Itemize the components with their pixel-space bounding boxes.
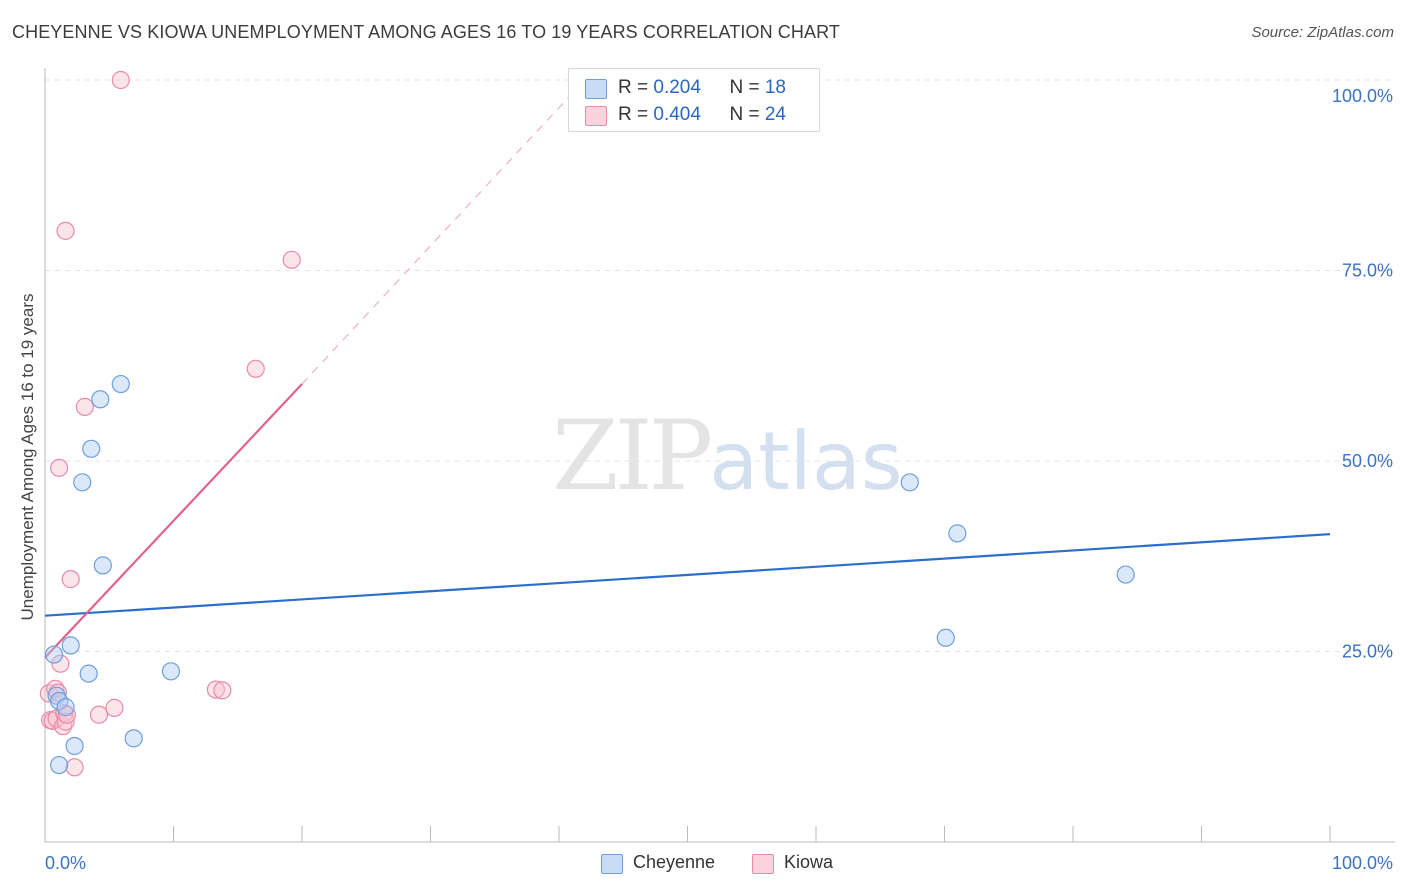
kiowa-point	[57, 705, 76, 724]
stats-legend: R = 0.204 N = 18 R = 0.404 N = 24	[568, 68, 820, 132]
kiowa-trend-line	[44, 383, 303, 659]
cheyenne-point	[65, 736, 84, 756]
y-tick-label: 75.0%	[1342, 261, 1393, 281]
cheyenne-point	[50, 755, 69, 775]
kiowa-point	[246, 359, 265, 378]
kiowa-legend-swatch	[752, 854, 774, 874]
legend-r-label: R =	[618, 77, 654, 98]
legend-n-value: 24	[764, 104, 786, 125]
kiowa-point	[56, 221, 75, 240]
legend-r-label: R =	[618, 104, 654, 125]
cheyenne-point	[56, 698, 75, 717]
kiowa-legend-label: Kiowa	[784, 852, 834, 872]
cheyenne-point	[91, 390, 110, 409]
kiowa-point	[65, 758, 84, 777]
source-label: Source: ZipAtlas.com	[1251, 24, 1394, 41]
kiowa-trend-extension	[301, 79, 586, 385]
cheyenne-legend-swatch	[601, 854, 623, 874]
kiowa-point	[111, 70, 130, 90]
kiowa-point	[213, 681, 232, 700]
cheyenne-point	[61, 636, 80, 655]
cheyenne-point	[82, 439, 101, 458]
cheyenne-point	[111, 374, 130, 394]
cheyenne-point	[79, 664, 98, 683]
cheyenne-legend-label: Cheyenne	[633, 852, 716, 872]
y-tick-label: 50.0%	[1342, 451, 1393, 471]
y-tick-label: 25.0%	[1342, 642, 1393, 662]
legend-r-value: 0.404	[653, 104, 701, 125]
kiowa-swatch	[585, 106, 607, 126]
y-tick-label: 100.0%	[1332, 86, 1393, 106]
cheyenne-point	[1116, 565, 1135, 584]
kiowa-point	[75, 397, 94, 416]
cheyenne-point	[44, 645, 64, 664]
cheyenne-point	[73, 473, 92, 492]
kiowa-point	[61, 570, 80, 589]
cheyenne-point	[161, 662, 181, 681]
chart-title: CHEYENNE VS KIOWA UNEMPLOYMENT AMONG AGE…	[12, 22, 840, 42]
cheyenne-trend-line	[44, 533, 1331, 617]
y-axis-label: Unemployment Among Ages 16 to 19 years	[18, 293, 37, 621]
cheyenne-point	[936, 628, 955, 647]
cheyenne-swatch	[585, 79, 607, 99]
legend-r-value: 0.204	[653, 77, 701, 98]
cheyenne-point	[900, 473, 919, 492]
kiowa-point	[89, 705, 109, 724]
kiowa-point	[206, 680, 226, 699]
legend-n-label: N =	[729, 104, 765, 125]
cheyenne-point	[93, 556, 112, 575]
kiowa-point	[282, 250, 301, 269]
kiowa-point	[56, 712, 75, 731]
kiowa-point	[51, 654, 70, 673]
legend-n-value: 18	[764, 77, 786, 98]
legend-n-label: N =	[729, 77, 765, 98]
kiowa-point	[50, 458, 69, 477]
kiowa-point	[105, 698, 124, 717]
x-tick-label: 0.0%	[45, 853, 86, 873]
cheyenne-point	[124, 729, 143, 748]
x-tick-label: 100.0%	[1332, 853, 1393, 873]
watermark: ZIPatlas	[552, 400, 903, 512]
cheyenne-point	[948, 524, 967, 543]
